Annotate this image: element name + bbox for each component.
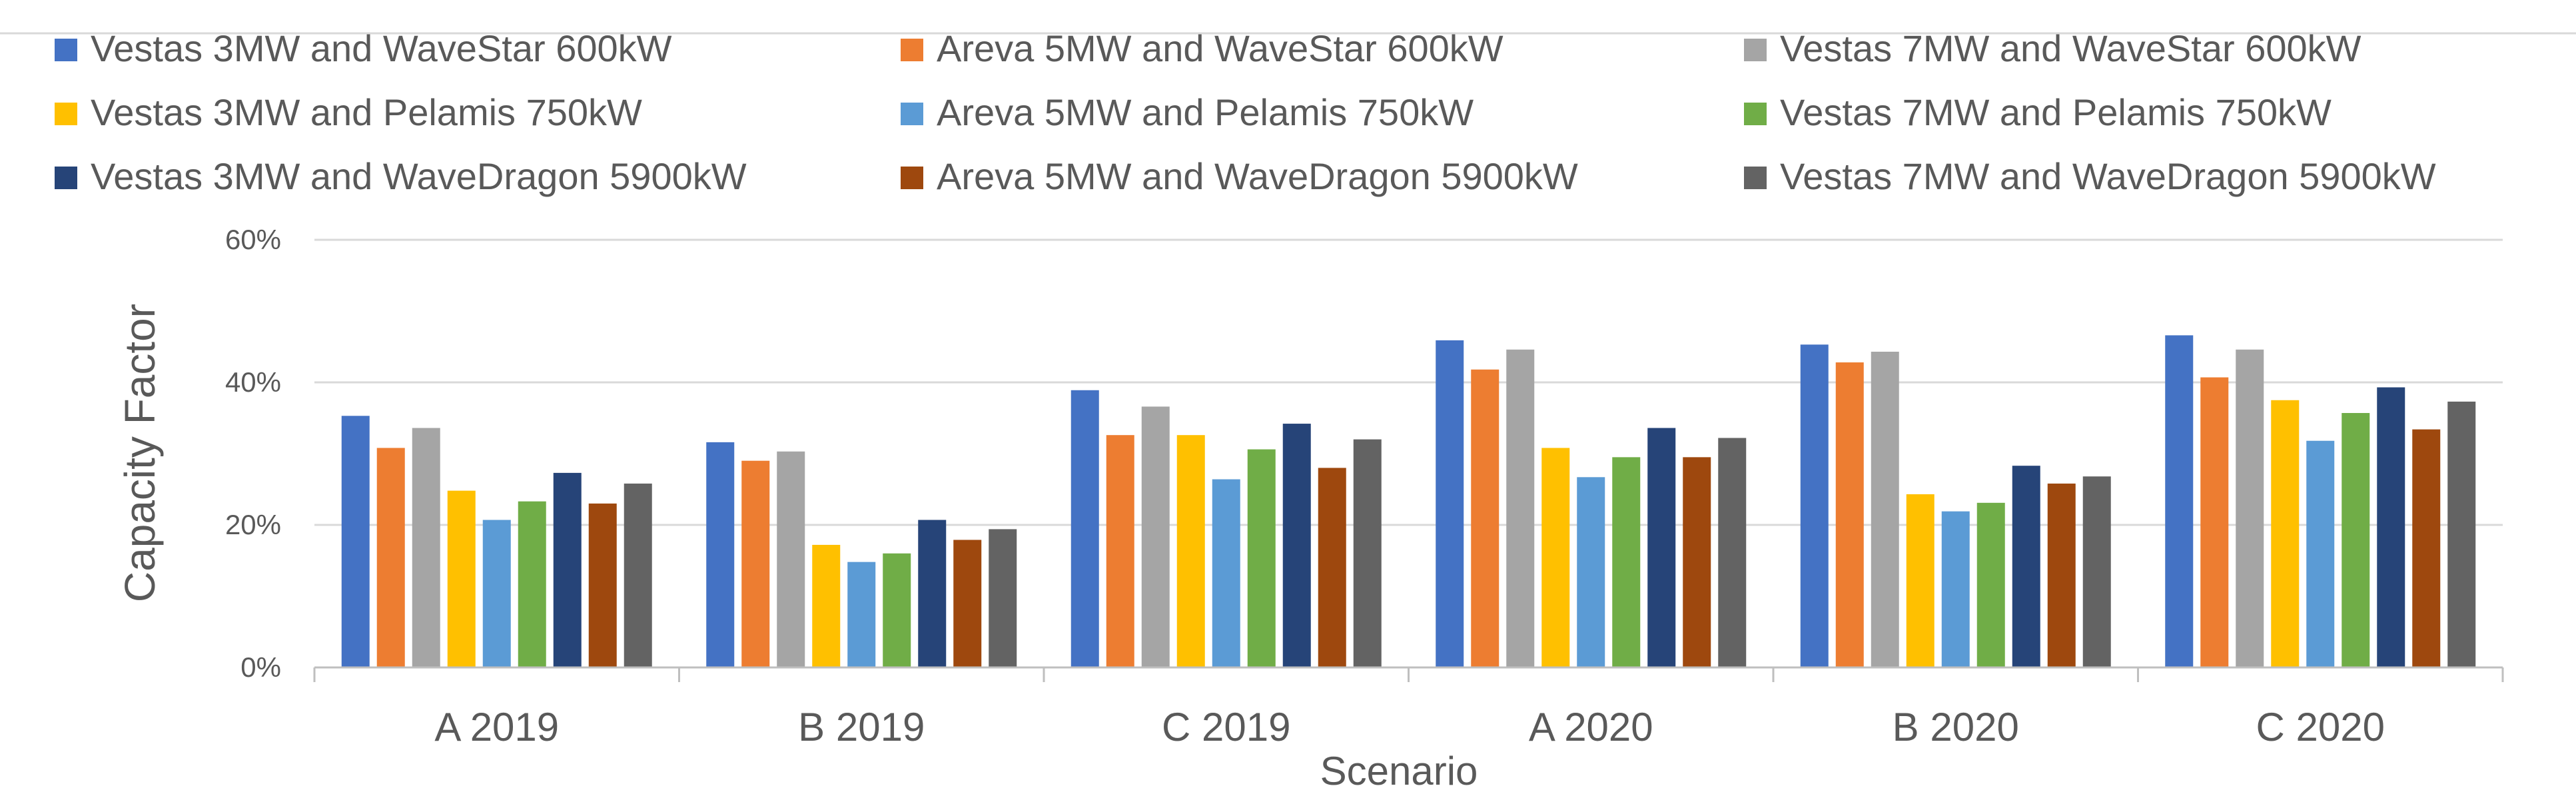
- x-tick-label: A 2019: [434, 705, 559, 749]
- bar: [1612, 457, 1641, 667]
- bar: [1577, 477, 1605, 667]
- legend-item: Areva 5MW and Pelamis 750kW: [901, 91, 1474, 133]
- bar: [1800, 344, 1829, 667]
- bar: [1353, 439, 1382, 667]
- bar: [1718, 438, 1747, 667]
- legend-item: Vestas 7MW and WaveDragon 5900kW: [1744, 155, 2436, 197]
- legend-item: Vestas 3MW and WaveDragon 5900kW: [55, 155, 747, 197]
- bar: [482, 520, 511, 667]
- legend-swatch: [55, 103, 77, 125]
- legend-label: Vestas 7MW and WaveDragon 5900kW: [1780, 155, 2436, 197]
- x-tick-label: C 2019: [1162, 705, 1290, 749]
- bar: [1941, 511, 1970, 667]
- legend-item: Vestas 7MW and WaveStar 600kW: [1744, 27, 2361, 69]
- bar: [2412, 429, 2441, 667]
- bar: [1436, 340, 1464, 667]
- legend-item: Areva 5MW and WaveDragon 5900kW: [901, 155, 1578, 197]
- bar: [1071, 390, 1099, 667]
- bar: [1247, 449, 1276, 667]
- legend-item: Vestas 3MW and WaveStar 600kW: [55, 27, 672, 69]
- legend-label: Areva 5MW and Pelamis 750kW: [937, 91, 1474, 133]
- bar: [1282, 424, 1311, 667]
- legend-label: Areva 5MW and WaveStar 600kW: [937, 27, 1503, 69]
- bar: [1176, 435, 1205, 667]
- bar: [2200, 377, 2229, 667]
- bar: [1506, 349, 1535, 667]
- bars: [341, 335, 2476, 667]
- bar: [1976, 502, 2005, 667]
- legend-label: Vestas 3MW and WaveDragon 5900kW: [91, 155, 747, 197]
- bar: [847, 562, 876, 667]
- bar: [412, 428, 440, 667]
- bar: [706, 442, 735, 667]
- x-axis-title: Scenario: [1320, 749, 1478, 793]
- bar: [1471, 369, 1500, 667]
- bar: [918, 520, 947, 667]
- bar: [518, 501, 546, 667]
- legend-swatch: [901, 167, 923, 189]
- bar: [777, 451, 805, 667]
- y-axis-title: Capacity Factor: [116, 304, 164, 602]
- y-tick-label: 60%: [225, 224, 281, 255]
- bar: [1871, 351, 1899, 667]
- axes: 0% 20% 40% 60% A 2019 B 2019 C 2019 A 2020 B 202…: [225, 224, 2504, 749]
- bar: [2236, 349, 2264, 667]
- legend-label: Vestas 3MW and Pelamis 750kW: [91, 91, 642, 133]
- bar: [2165, 335, 2194, 667]
- bar: [2377, 387, 2405, 667]
- legend-label: Vestas 3MW and WaveStar 600kW: [91, 27, 672, 69]
- bar: [2047, 483, 2076, 667]
- legend-label: Areva 5MW and WaveDragon 5900kW: [937, 155, 1578, 197]
- bar: [1318, 468, 1346, 667]
- bar: [1683, 457, 1711, 667]
- bar: [741, 460, 770, 667]
- legend-item: Vestas 3MW and Pelamis 750kW: [55, 91, 642, 133]
- bar: [624, 483, 652, 667]
- x-tick-label: C 2020: [2256, 705, 2385, 749]
- legend-swatch: [901, 39, 923, 61]
- bar: [1212, 479, 1240, 667]
- x-tick-label: B 2019: [798, 705, 925, 749]
- bar: [1647, 428, 1676, 667]
- bar: [553, 472, 582, 667]
- legend-swatch: [55, 39, 77, 61]
- x-tick-label: B 2020: [1893, 705, 2019, 749]
- legend-label: Vestas 7MW and Pelamis 750kW: [1780, 91, 2332, 133]
- bar: [2082, 476, 2111, 667]
- legend: Vestas 3MW and WaveStar 600kW Areva 5MW a…: [55, 27, 2436, 197]
- legend-swatch: [1744, 103, 1767, 125]
- bar: [2306, 440, 2335, 667]
- bar: [1541, 448, 1570, 667]
- bar: [989, 529, 1017, 667]
- legend-swatch: [1744, 167, 1767, 189]
- bar: [2447, 401, 2476, 667]
- legend-swatch: [55, 167, 77, 189]
- y-tick-label: 0%: [240, 651, 281, 683]
- bar: [1141, 406, 1170, 667]
- legend-swatch: [1744, 39, 1767, 61]
- bar: [2342, 413, 2370, 667]
- bar: [1906, 494, 1934, 667]
- gridlines: [314, 238, 2503, 526]
- y-tick-label: 40%: [225, 366, 281, 398]
- bar: [1835, 362, 1864, 667]
- bar: [447, 490, 476, 667]
- x-tick-label: A 2020: [1529, 705, 1653, 749]
- legend-item: Areva 5MW and WaveStar 600kW: [901, 27, 1503, 69]
- bar: [341, 416, 370, 667]
- bar: [588, 503, 617, 667]
- legend-swatch: [901, 103, 923, 125]
- bar: [953, 540, 982, 667]
- bar: [2271, 400, 2300, 667]
- bar: [812, 544, 841, 667]
- legend-label: Vestas 7MW and WaveStar 600kW: [1780, 27, 2361, 69]
- bar: [2012, 466, 2040, 667]
- bar: [1106, 435, 1134, 667]
- legend-item: Vestas 7MW and Pelamis 750kW: [1744, 91, 2332, 133]
- y-tick-label: 20%: [225, 509, 281, 540]
- bar: [883, 553, 911, 667]
- bar: [376, 448, 405, 667]
